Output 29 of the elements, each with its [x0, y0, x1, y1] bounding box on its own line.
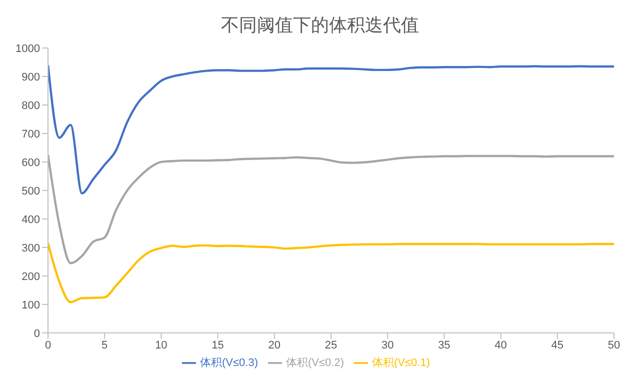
x-tick-label: 35	[438, 340, 450, 352]
x-tick-label: 0	[44, 340, 52, 352]
y-tick-label: 200	[22, 270, 40, 283]
y-tick-label: 400	[22, 214, 40, 226]
x-tick-label: 20	[268, 340, 281, 352]
y-tick-label: 100	[22, 299, 40, 312]
y-tick-label: 300	[22, 242, 40, 254]
y-tick-label: 800	[22, 100, 40, 112]
x-tick-label: 25	[324, 340, 338, 352]
y-tick-label: 500	[22, 185, 40, 198]
x-tick-label: 40	[494, 340, 507, 352]
x-tick-label: 10	[155, 340, 168, 352]
x-tick-label: 5	[102, 340, 108, 352]
x-tick-label: 30	[381, 340, 394, 352]
x-tick-label: 15	[212, 340, 224, 352]
x-tick-label: 45	[551, 340, 564, 352]
legend-label: 体积(V≤0.1)	[372, 356, 430, 369]
x-tick-label: 50	[608, 340, 620, 352]
y-tick-label: 700	[22, 128, 40, 140]
y-tick-label: 0	[34, 328, 40, 340]
chart-title: 不同阈值下的体积迭代值	[220, 14, 420, 37]
line-series	[48, 242, 614, 304]
y-tick-label: 1000	[16, 42, 40, 55]
line-series	[48, 154, 614, 264]
y-tick-label: 900	[22, 71, 40, 84]
line-series	[48, 64, 614, 194]
y-tick-label: 600	[22, 156, 40, 169]
legend-label: 体积(V≤0.2)	[286, 356, 344, 369]
legend-label: 体积(V≤0.3)	[200, 356, 258, 369]
